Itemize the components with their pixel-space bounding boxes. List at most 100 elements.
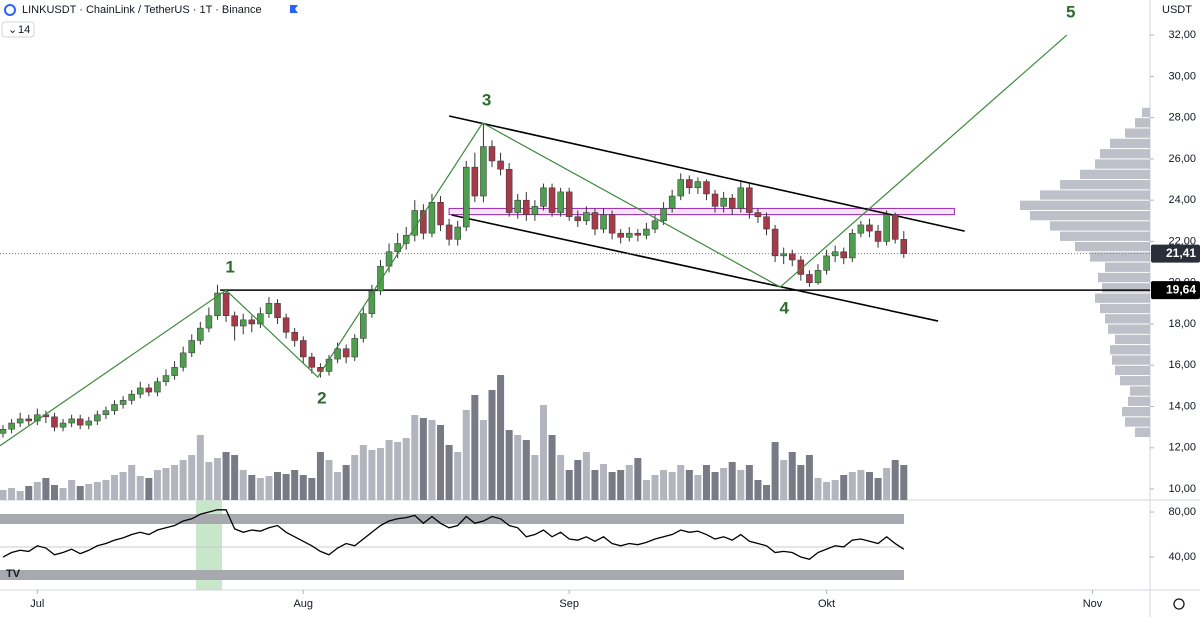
candle-body <box>823 255 830 271</box>
volume-profile-bar <box>1075 241 1150 252</box>
volume-profile-bar <box>1135 118 1150 128</box>
volume-bar <box>831 480 839 500</box>
candle-body <box>608 214 616 234</box>
volume-bar <box>754 480 762 500</box>
volume-profile-bar <box>1105 262 1150 272</box>
candle-body <box>471 166 479 197</box>
volume-bar <box>222 452 230 500</box>
candle-body <box>668 195 676 209</box>
volume-bar <box>660 470 668 500</box>
candle-body <box>840 251 847 259</box>
candle-body <box>119 400 127 405</box>
candle-body <box>377 265 384 292</box>
volume-bar <box>171 465 179 500</box>
volume-bar <box>16 491 24 500</box>
candle-body <box>565 191 573 217</box>
volume-bar <box>351 455 359 500</box>
candle-body <box>437 201 444 226</box>
volume-bar <box>111 475 119 500</box>
candle-body <box>111 404 118 411</box>
volume-bar <box>737 470 745 500</box>
candle-body <box>94 414 101 422</box>
candle-body <box>197 327 204 341</box>
volume-bar <box>600 464 608 500</box>
y-tick-label: 10,00 <box>1168 483 1196 495</box>
candle-body <box>360 313 367 339</box>
volume-bar <box>231 455 239 500</box>
volume-bar <box>677 465 685 500</box>
candle-body <box>557 191 564 213</box>
candle-body <box>282 317 290 333</box>
volume-profile-bar <box>1105 314 1150 324</box>
price-tag <box>1151 281 1200 300</box>
candle-body <box>257 313 264 325</box>
volume-profile-bar <box>1040 190 1150 200</box>
volume-profile-bar <box>1060 231 1150 241</box>
settings-icon[interactable] <box>1173 598 1185 610</box>
candle-body <box>205 315 213 329</box>
y-tick-label: 30,00 <box>1168 70 1196 82</box>
volume-profile-bar <box>1095 293 1150 303</box>
volume-bar <box>68 480 76 500</box>
volume-profile-bar <box>1120 376 1150 386</box>
volume-bar <box>788 452 796 500</box>
volume-profile-bar <box>1110 138 1150 149</box>
candle-body <box>806 274 813 283</box>
volume-bar <box>153 470 161 500</box>
volume-profile-bar <box>1100 149 1150 159</box>
candle-body <box>686 179 693 189</box>
volume-profile-bar <box>1112 355 1150 365</box>
wave-label: 2 <box>317 388 326 407</box>
volume-bar <box>308 478 316 500</box>
volume-profile-bar <box>1080 169 1150 180</box>
candle-body <box>265 303 273 314</box>
wave-label: 3 <box>482 90 491 109</box>
volume-bar <box>282 474 290 500</box>
candle-body <box>231 315 238 327</box>
candle-body <box>497 160 504 170</box>
osc-tick-label: 80,00 <box>1168 506 1196 518</box>
volume-profile-bar <box>1100 303 1150 314</box>
volume-bar <box>162 468 170 500</box>
volume-bar <box>205 462 213 500</box>
volume-bar <box>462 410 470 500</box>
candle-body <box>274 303 281 319</box>
volume-profile-bar <box>1050 221 1150 231</box>
volume-bar <box>274 472 282 500</box>
volume-bar <box>840 475 848 500</box>
volume-bar <box>85 484 93 500</box>
y-tick-label: 14,00 <box>1168 400 1196 412</box>
volume-profile-bar <box>1130 386 1150 396</box>
y-tick-label: 32,00 <box>1168 29 1196 41</box>
volume-bar <box>514 435 522 500</box>
candle-body <box>883 214 890 242</box>
volume-bar <box>402 438 410 500</box>
volume-bar <box>797 465 805 500</box>
volume-bar <box>574 460 582 500</box>
candle-body <box>703 181 710 195</box>
wave-label: 4 <box>780 299 790 318</box>
x-tick-label: Jul <box>30 598 44 610</box>
volume-bar <box>685 470 693 500</box>
y-tick-label: 16,00 <box>1168 359 1196 371</box>
candle-body <box>325 358 333 372</box>
indicator-badge[interactable] <box>1 21 35 38</box>
flag-icon[interactable] <box>290 5 298 13</box>
candle-body <box>368 290 376 314</box>
volume-profile-bar <box>1020 200 1150 210</box>
candle-body <box>76 418 84 426</box>
candle-body <box>866 224 873 232</box>
volume-bar <box>539 405 547 500</box>
candle-body <box>291 331 298 341</box>
indicator-length: 14 <box>18 24 30 36</box>
volume-bar <box>248 475 256 500</box>
volume-bar <box>437 425 445 500</box>
candle-body <box>651 220 659 230</box>
candle-body <box>25 418 32 422</box>
volume-bar <box>368 450 376 500</box>
volume-bar <box>325 460 333 500</box>
symbol-icon <box>4 4 16 16</box>
volume-bar <box>385 440 393 500</box>
volume-bar <box>239 470 247 500</box>
